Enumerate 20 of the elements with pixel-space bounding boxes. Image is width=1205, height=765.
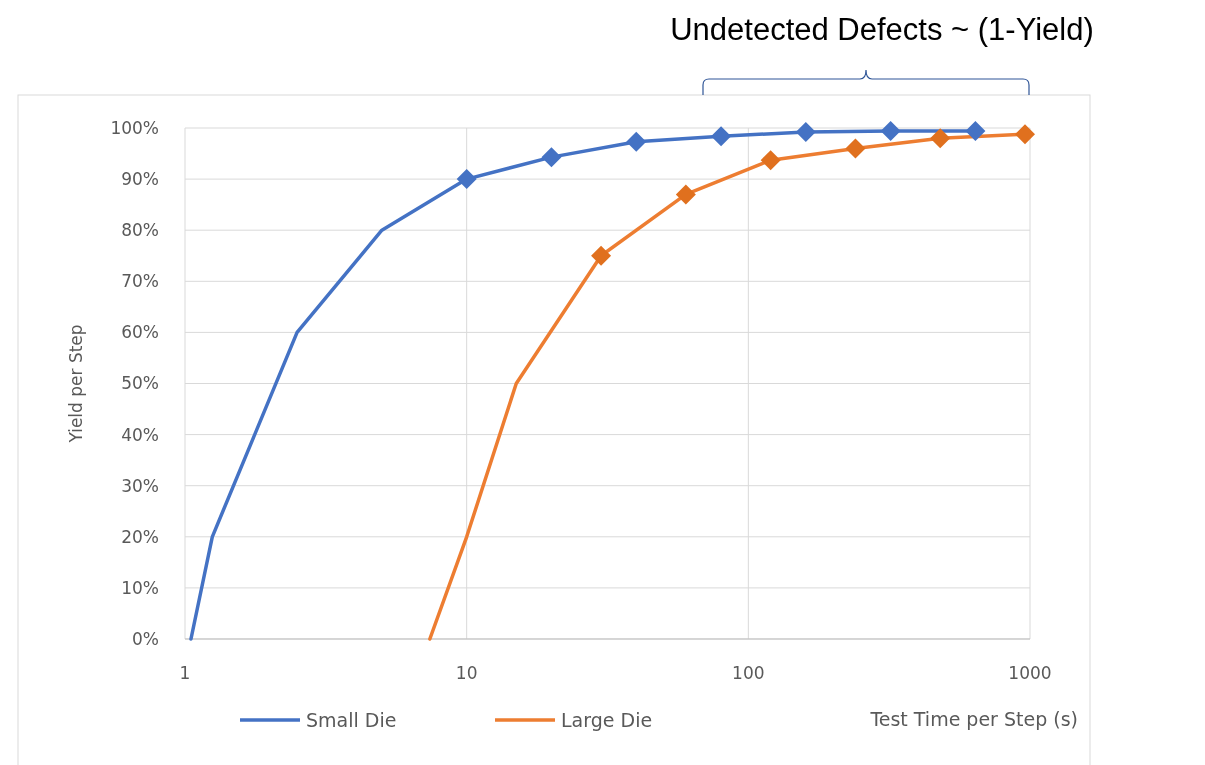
- y-tick-label: 70%: [121, 271, 159, 292]
- legend-label: Large Die: [561, 708, 653, 731]
- y-tick-label: 30%: [121, 475, 159, 496]
- legend-label: Small Die: [306, 708, 397, 731]
- y-tick-label: 90%: [121, 169, 159, 190]
- y-tick-label: 60%: [121, 322, 159, 343]
- x-axis-title: Test Time per Step (s): [869, 708, 1078, 730]
- y-tick-label: 40%: [121, 424, 159, 445]
- x-tick-label: 1000: [1008, 663, 1052, 683]
- y-tick-label: 20%: [121, 526, 159, 547]
- y-tick-label: 100%: [110, 117, 159, 138]
- x-tick-label: 100: [732, 663, 765, 683]
- text: Undetected Defects ~ (1-Yield): [670, 12, 1094, 47]
- y-axis-title: Yield per Step: [66, 324, 86, 444]
- x-tick-label: 10: [455, 663, 478, 683]
- y-tick-label: 80%: [121, 220, 159, 241]
- y-tick-label: 10%: [121, 577, 159, 598]
- x-tick-label: 1: [179, 663, 191, 683]
- y-tick-label: 0%: [132, 628, 159, 649]
- y-tick-label: 50%: [121, 373, 159, 394]
